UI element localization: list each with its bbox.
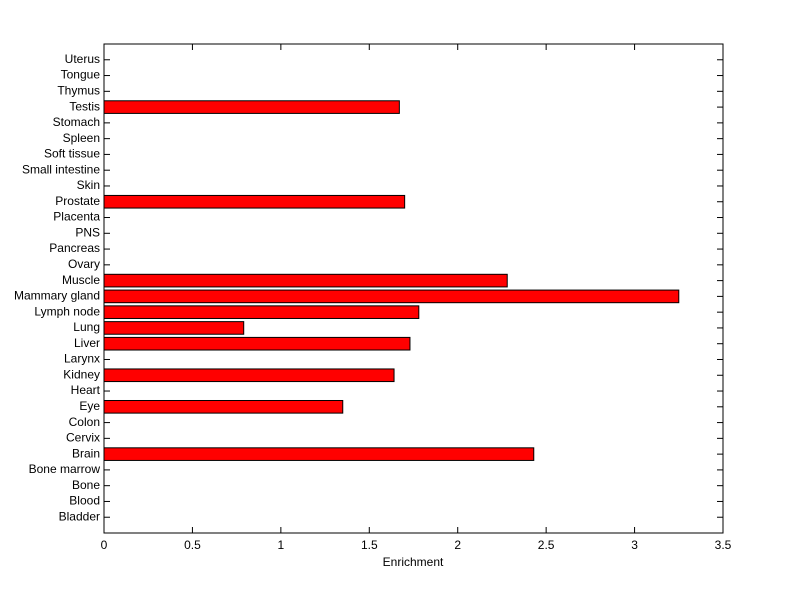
y-tick-label: Skin [77, 178, 100, 192]
y-tick-label: Cervix [66, 431, 100, 445]
bar [103, 100, 400, 114]
x-tick-label: 3 [631, 538, 638, 552]
bar [103, 336, 411, 351]
y-tick-label: PNS [75, 225, 100, 239]
x-tick-label: 2 [454, 538, 461, 552]
plot-frame [103, 43, 724, 534]
x-tick-label: 0 [101, 538, 108, 552]
bar [103, 368, 395, 383]
y-tick-label: Eye [79, 399, 100, 413]
y-tick-label: Heart [71, 383, 101, 397]
y-tick-label: Mammary gland [14, 289, 100, 303]
y-tick-label: Thymus [57, 83, 100, 97]
y-tick-label: Pancreas [49, 241, 100, 255]
y-tick-label: Uterus [65, 52, 100, 66]
y-tick-label: Blood [69, 494, 100, 508]
y-tick-label: Bone marrow [29, 462, 101, 476]
y-tick-label: Spleen [63, 131, 100, 145]
y-tick-label: Prostate [55, 194, 100, 208]
y-tick-label: Lymph node [34, 304, 100, 318]
y-tick-label: Soft tissue [44, 147, 100, 161]
x-tick-label: 0.5 [184, 538, 201, 552]
y-tick-label: Colon [69, 415, 100, 429]
y-tick-label: Testis [69, 99, 100, 113]
bar [103, 447, 535, 461]
bar [103, 194, 406, 209]
bar [103, 289, 680, 304]
x-tick-label: 3.5 [715, 538, 732, 552]
bar [103, 273, 508, 288]
y-tick-label: Placenta [53, 210, 100, 224]
y-tick-label: Kidney [63, 367, 100, 381]
y-tick-label: Ovary [68, 257, 100, 271]
y-tick-label: Lung [73, 320, 100, 334]
bar [103, 399, 344, 414]
x-tick-label: 1.5 [361, 538, 378, 552]
bar [103, 321, 245, 335]
x-tick-label: 1 [278, 538, 285, 552]
y-tick-label: Small intestine [22, 162, 100, 176]
y-tick-label: Liver [74, 336, 100, 350]
y-tick-label: Bone [72, 478, 100, 492]
x-tick-label: 2.5 [538, 538, 555, 552]
y-tick-label: Larynx [64, 352, 100, 366]
y-tick-label: Stomach [53, 115, 100, 129]
y-tick-label: Tongue [61, 68, 101, 82]
y-tick-label: Muscle [62, 273, 100, 287]
y-tick-label: Bladder [59, 509, 100, 523]
y-tick-label: Brain [72, 446, 100, 460]
bar [103, 305, 420, 319]
x-axis-label: Enrichment [383, 555, 444, 569]
